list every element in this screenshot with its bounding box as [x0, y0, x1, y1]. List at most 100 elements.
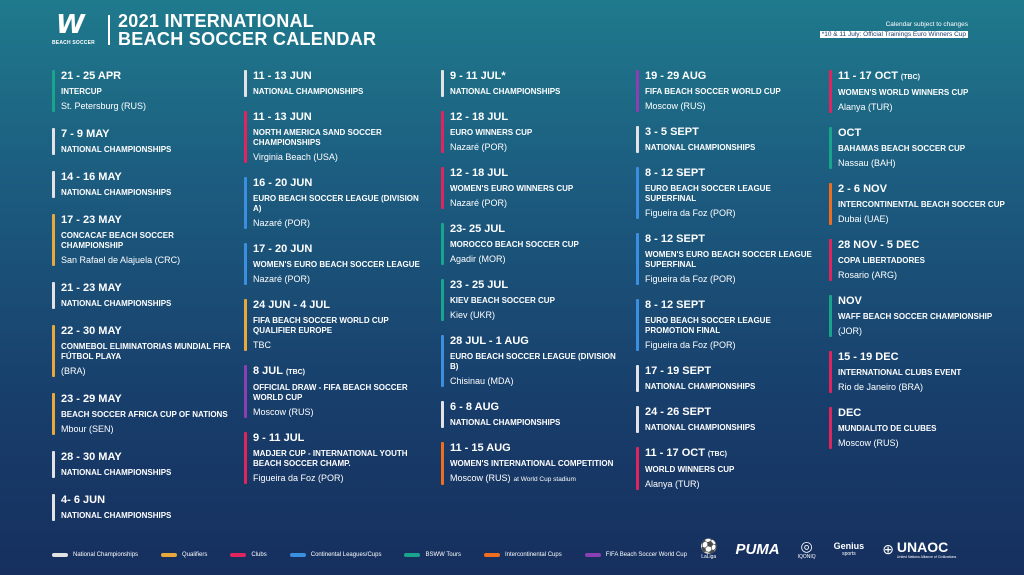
calendar-event: 23 - 29 MAY BEACH SOCCER AFRICA CUP OF NA… [52, 393, 232, 435]
event-name: NATIONAL CHAMPIONSHIPS [645, 423, 756, 432]
calendar-column: 21 - 25 APR INTERCUP St. Petersburg (RUS) 7… [52, 70, 232, 521]
event-location: Chisinau (MDA) [450, 376, 514, 386]
calendar-event: 15 - 19 DEC INTERNATIONAL CLUBS EVENT Rio … [829, 351, 1009, 393]
calendar-event: 8 - 12 SEPT EURO BEACH SOCCER LEAGUE PROM… [636, 299, 816, 351]
calendar-event: 11 - 13 JUN NATIONAL CHAMPIONSHIPS [244, 70, 424, 97]
event-date: 19 - 29 AUG [645, 70, 707, 82]
event-location: Figueira da Foz (POR) [645, 274, 736, 284]
legend-swatch [584, 553, 601, 557]
event-date: 9 - 11 JUL [253, 432, 305, 444]
event-category-bar [829, 70, 832, 113]
event-location: Nazaré (POR) [253, 274, 311, 284]
event-category-bar [244, 111, 247, 163]
event-category-bar [441, 223, 444, 265]
event-date: 22 - 30 MAY [61, 325, 122, 337]
event-location-note: at World Cup stadium [513, 476, 576, 483]
event-date: 17 - 19 SEPT [645, 365, 712, 377]
event-category-bar [441, 70, 444, 97]
event-location: Kiev (UKR) [450, 310, 496, 320]
event-name: WAFF BEACH SOCCER CHAMPIONSHIP [838, 312, 993, 321]
legend-swatch [404, 553, 421, 557]
event-location: Alanya (TUR) [838, 102, 893, 112]
legend-item: National Championships [52, 552, 138, 558]
unaoc-text: UNAOC [896, 539, 949, 555]
legend-swatch [230, 553, 247, 557]
event-name: WOMEN'S EURO BEACH SOCCER LEAGUE SUPERFI… [645, 250, 812, 269]
event-name: NATIONAL CHAMPIONSHIPS [61, 468, 172, 477]
event-name: FIFA BEACH SOCCER WORLD CUP [645, 87, 781, 96]
calendar-event: 8 - 12 SEPT WOMEN'S EURO BEACH SOCCER LEA… [636, 233, 816, 285]
event-location: St. Petersburg (RUS) [61, 101, 147, 111]
page-title: 2021 INTERNATIONAL BEACH SOCCER CALENDAR [118, 12, 376, 48]
legend-swatch [161, 553, 178, 557]
calendar-event: 24 - 26 SEPT NATIONAL CHAMPIONSHIPS [636, 406, 816, 433]
event-name: BAHAMAS BEACH SOCCER CUP [838, 144, 966, 153]
calendar-event: 11 - 17 OCT (TBC) WORLD WINNERS CUP Alanya … [636, 447, 816, 490]
calendar-event: 9 - 11 JUL MADJER CUP - INTERNATIONAL YOU… [244, 432, 424, 484]
event-category-bar [829, 407, 832, 449]
event-category-bar [244, 177, 247, 229]
event-category-bar [244, 299, 247, 351]
legend-item: Clubs [230, 552, 267, 558]
calendar-event: 6 - 8 AUG NATIONAL CHAMPIONSHIPS [441, 401, 621, 428]
legend-swatch [484, 553, 501, 557]
event-category-bar [636, 233, 639, 285]
legend-label: Intercontinental Cups [505, 552, 562, 558]
legend-label: Qualifiers [182, 552, 208, 558]
event-name: EURO WINNERS CUP [450, 128, 533, 137]
puma-text: PUMA [735, 540, 780, 558]
calendar-event: 28 JUL - 1 AUG EURO BEACH SOCCER LEAGUE (… [441, 335, 621, 387]
event-date: 8 - 12 SEPT [645, 233, 705, 245]
event-date: 24 - 26 SEPT [645, 406, 712, 418]
event-name: NORTH AMERICA SAND SOCCER CHAMPIONSHIPS [253, 128, 382, 147]
event-category-bar [829, 183, 832, 225]
event-name: INTERNATIONAL CLUBS EVENT [838, 368, 962, 377]
event-location: Moscow (RUS) [645, 101, 706, 111]
calendar-event: 21 - 25 APR INTERCUP St. Petersburg (RUS) [52, 70, 232, 112]
event-date: 21 - 23 MAY [61, 282, 122, 294]
event-date: 28 JUL - 1 AUG [450, 335, 529, 347]
event-date: 15 - 19 DEC [838, 351, 899, 363]
legend-swatch [52, 553, 68, 557]
note-changes: Calendar subject to changes [885, 21, 968, 28]
event-date: 17 - 20 JUN [253, 243, 313, 255]
calendar-event: 12 - 18 JUL EURO WINNERS CUP Nazaré (POR) [441, 111, 621, 153]
calendar-event: OCT BAHAMAS BEACH SOCCER CUP Nassau (BAH) [829, 127, 1009, 169]
legend: National Championships Qualifiers Clubs Con… [52, 552, 710, 558]
event-date: 14 - 16 MAY [61, 171, 122, 183]
calendar-event: NOV WAFF BEACH SOCCER CHAMPIONSHIP (JOR) [829, 295, 1009, 337]
event-name: INTERCONTINENTAL BEACH SOCCER CUP [838, 200, 1005, 209]
calendar-event: 28 - 30 MAY NATIONAL CHAMPIONSHIPS [52, 451, 232, 478]
puma-logo: PUMA [735, 541, 779, 558]
event-category-bar [441, 111, 444, 153]
event-name: EURO BEACH SOCCER LEAGUE (DIVISION A) [253, 194, 419, 213]
event-name: NATIONAL CHAMPIONSHIPS [645, 143, 756, 152]
event-name: FIFA BEACH SOCCER WORLD CUP QUALIFIER EU… [253, 316, 389, 335]
legend-item: Intercontinental Cups [484, 552, 562, 558]
event-name: MOROCCO BEACH SOCCER CUP [450, 240, 579, 249]
event-category-bar [441, 442, 444, 485]
event-name: WORLD WINNERS CUP [645, 465, 735, 474]
event-category-bar [52, 128, 55, 155]
genius-sub: sports [842, 551, 856, 557]
calendar-column: 11 - 13 JUN NATIONAL CHAMPIONSHIPS 11 - 13… [244, 70, 424, 484]
event-name: INTERCUP [61, 87, 102, 96]
event-location-row: Nazaré (POR) [450, 142, 621, 153]
event-category-bar [52, 494, 55, 521]
event-category-bar [244, 432, 247, 484]
calendar-event: 2 - 6 NOV INTERCONTINENTAL BEACH SOCCER C… [829, 183, 1009, 225]
event-location: Nassau (BAH) [838, 158, 896, 168]
event-location-row: Alanya (TUR) [645, 479, 816, 490]
calendar-event: 24 JUN - 4 JUL FIFA BEACH SOCCER WORLD CU… [244, 299, 424, 351]
event-location-row: Figueira da Foz (POR) [645, 340, 816, 351]
event-location: (BRA) [61, 366, 86, 376]
event-date: 21 - 25 APR [61, 70, 122, 82]
logo-mark: W [56, 10, 85, 40]
event-date: 4- 6 JUN [61, 494, 106, 506]
event-tbc: (TBC) [900, 74, 920, 81]
event-category-bar [441, 167, 444, 209]
event-category-bar [636, 365, 639, 392]
event-location-row: (JOR) [838, 326, 1009, 337]
event-category-bar [829, 127, 832, 169]
event-date: NOV [838, 295, 862, 307]
